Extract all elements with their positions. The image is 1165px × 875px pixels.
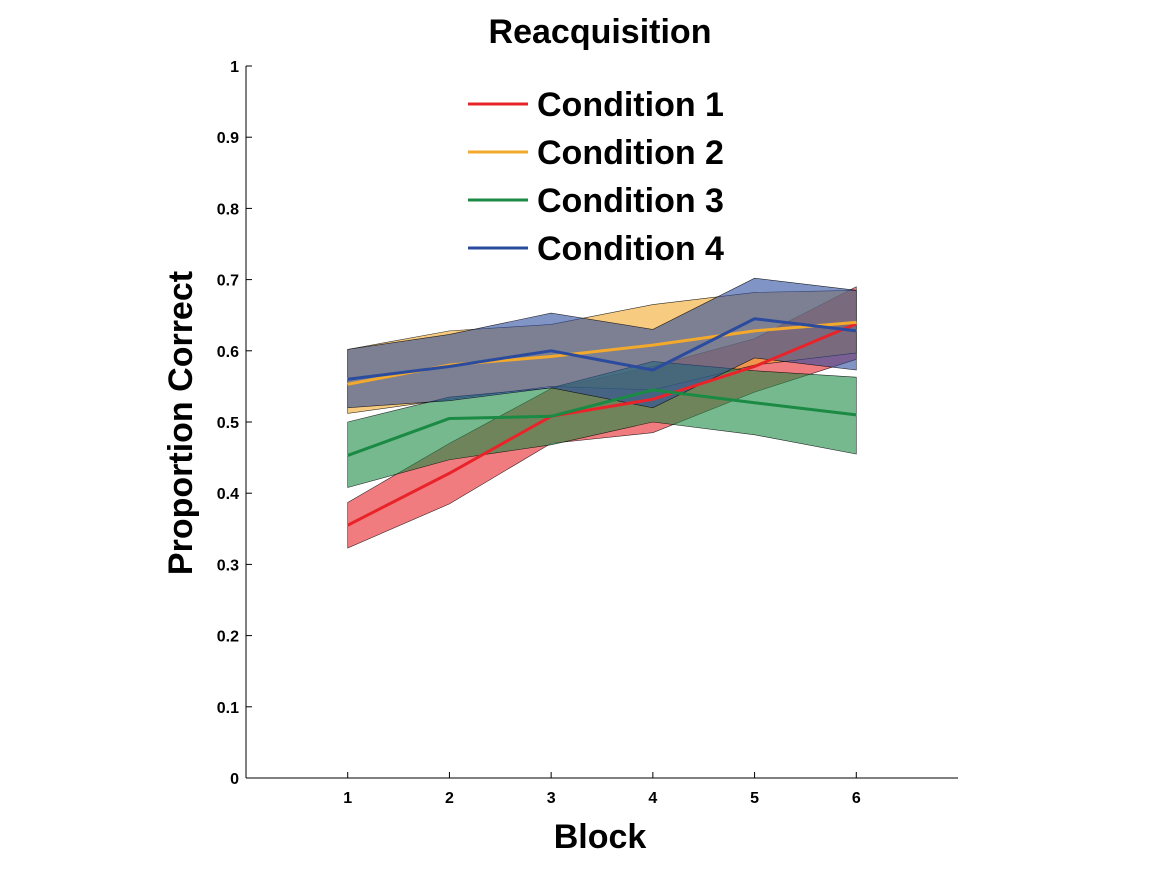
confidence-bands: [347, 277, 857, 549]
x-tick-label: 3: [547, 790, 556, 807]
line-series-4: [347, 317, 857, 381]
legend-label: Condition 1: [537, 86, 724, 124]
legend-label: Condition 2: [537, 134, 724, 172]
y-tick-label: 0.9: [217, 130, 239, 147]
chart-title: Reacquisition: [489, 13, 712, 51]
y-tick-label: 0.7: [217, 273, 239, 290]
y-tick-label: 0.3: [217, 557, 239, 574]
line-series-3: [347, 388, 857, 457]
legend-label: Condition 3: [537, 182, 724, 220]
y-axis-label: Proportion Correct: [162, 271, 200, 575]
x-tick-label: 6: [852, 790, 861, 807]
x-tick-label: 5: [750, 790, 759, 807]
x-tick-label: 1: [343, 790, 352, 807]
y-tick-label: 0.5: [217, 415, 239, 432]
x-axis-label: Block: [554, 818, 647, 856]
series-lines: [347, 317, 857, 527]
y-tick-label: 0.1: [217, 700, 239, 717]
axes: 0 0.1 0.2 0.3 0.4 0.5 0.6 0.7 0.8 0.9 1 1 2 3 4 5 6: [217, 59, 958, 807]
line-series-1: [347, 322, 857, 527]
y-tick-label: 0: [230, 771, 239, 788]
x-tick-label: 4: [648, 790, 657, 807]
y-tick-label: 0.6: [217, 344, 239, 361]
band-series-4: [347, 277, 857, 409]
legend-label: Condition 4: [537, 230, 724, 268]
y-tick-label: 0.4: [217, 486, 239, 503]
legend: Condition 1 Condition 2 Condition 3 Conditi…: [468, 86, 724, 268]
x-tick-label: 2: [445, 790, 454, 807]
y-tick-label: 0.8: [217, 201, 239, 218]
y-tick-label: 0.2: [217, 629, 239, 646]
y-tick-label: 1: [230, 59, 239, 76]
